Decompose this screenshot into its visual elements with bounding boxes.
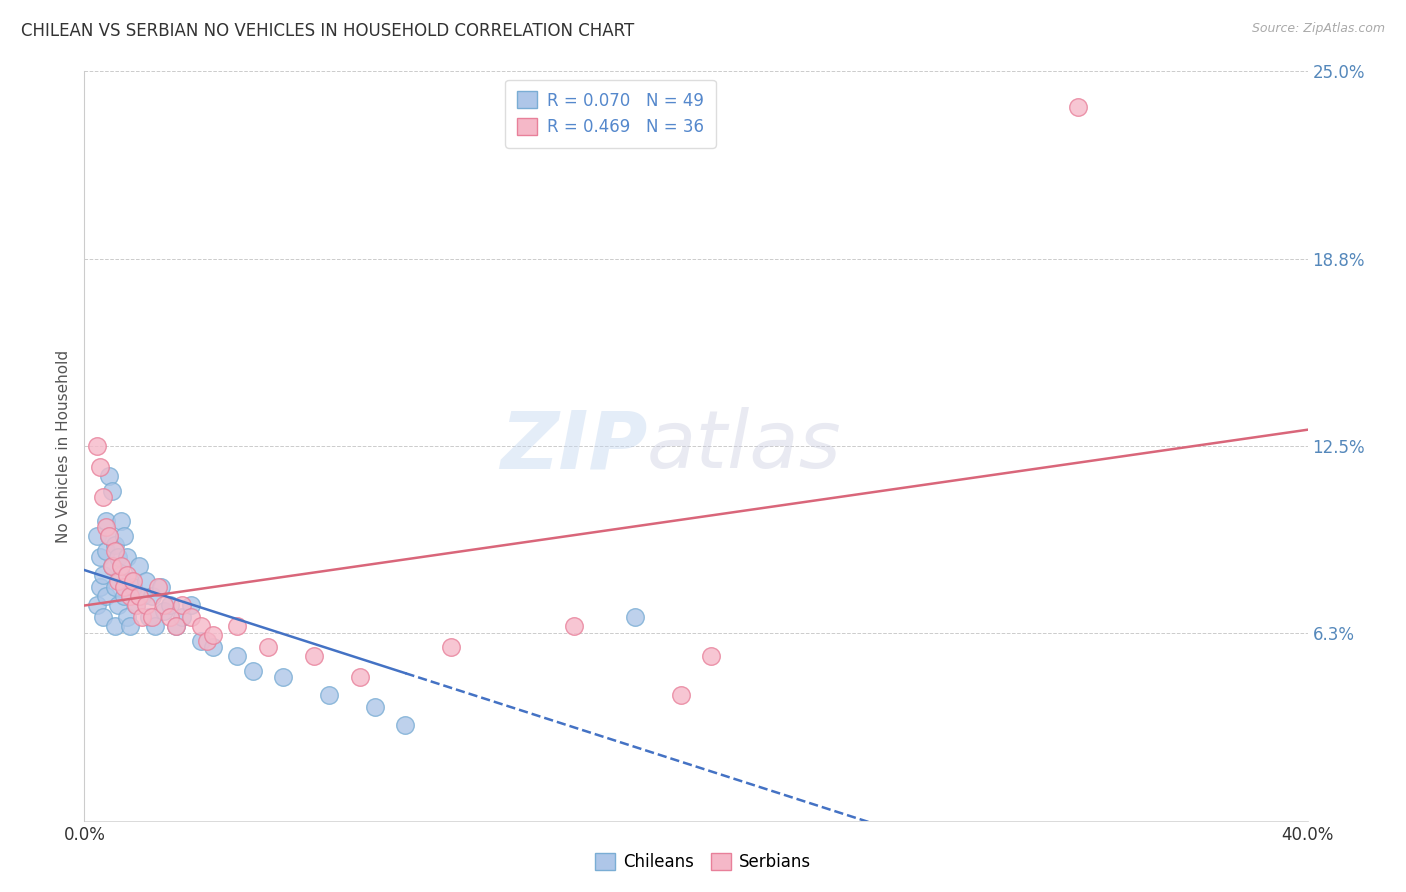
Point	[115, 610, 138, 624]
Point	[190, 619, 212, 633]
Point	[86, 598, 108, 612]
Point	[318, 688, 340, 702]
Point	[440, 640, 463, 654]
Point	[141, 589, 163, 603]
Point	[180, 598, 202, 612]
Point	[349, 670, 371, 684]
Point	[107, 598, 129, 612]
Point	[669, 688, 692, 702]
Point	[394, 717, 416, 731]
Point	[101, 483, 124, 498]
Point	[131, 589, 153, 603]
Point	[101, 558, 124, 573]
Point	[112, 529, 135, 543]
Point	[120, 589, 142, 603]
Text: ZIP: ZIP	[499, 407, 647, 485]
Point	[112, 589, 135, 603]
Point	[94, 544, 117, 558]
Point	[94, 589, 117, 603]
Point	[122, 580, 145, 594]
Point	[271, 670, 294, 684]
Point	[226, 648, 249, 663]
Point	[159, 598, 181, 612]
Point	[125, 598, 148, 612]
Point	[562, 619, 585, 633]
Point	[131, 610, 153, 624]
Point	[165, 619, 187, 633]
Point	[146, 580, 169, 594]
Point	[110, 514, 132, 528]
Point	[143, 619, 166, 633]
Point	[122, 574, 145, 588]
Point	[91, 490, 114, 504]
Legend: Chileans, Serbians: Chileans, Serbians	[586, 845, 820, 880]
Point	[91, 610, 114, 624]
Point	[97, 529, 120, 543]
Point	[120, 574, 142, 588]
Point	[190, 633, 212, 648]
Point	[135, 574, 157, 588]
Legend: R = 0.070   N = 49, R = 0.469   N = 36: R = 0.070 N = 49, R = 0.469 N = 36	[505, 79, 716, 148]
Point	[104, 544, 127, 558]
Point	[94, 520, 117, 534]
Point	[165, 619, 187, 633]
Point	[89, 549, 111, 564]
Point	[101, 558, 124, 573]
Point	[94, 514, 117, 528]
Point	[159, 610, 181, 624]
Point	[135, 598, 157, 612]
Point	[107, 549, 129, 564]
Point	[104, 580, 127, 594]
Point	[700, 648, 723, 663]
Point	[153, 598, 176, 612]
Point	[302, 648, 325, 663]
Y-axis label: No Vehicles in Household: No Vehicles in Household	[56, 350, 72, 542]
Text: CHILEAN VS SERBIAN NO VEHICLES IN HOUSEHOLD CORRELATION CHART: CHILEAN VS SERBIAN NO VEHICLES IN HOUSEH…	[21, 22, 634, 40]
Point	[107, 574, 129, 588]
Point	[86, 529, 108, 543]
Point	[104, 619, 127, 633]
Point	[112, 580, 135, 594]
Point	[180, 610, 202, 624]
Point	[141, 610, 163, 624]
Point	[128, 558, 150, 573]
Point	[172, 610, 194, 624]
Point	[125, 598, 148, 612]
Point	[89, 460, 111, 475]
Text: Source: ZipAtlas.com: Source: ZipAtlas.com	[1251, 22, 1385, 36]
Point	[226, 619, 249, 633]
Point	[86, 439, 108, 453]
Point	[624, 610, 647, 624]
Point	[91, 567, 114, 582]
Point	[97, 529, 120, 543]
Point	[172, 598, 194, 612]
Text: atlas: atlas	[647, 407, 842, 485]
Point	[104, 538, 127, 552]
Point	[120, 619, 142, 633]
Point	[153, 604, 176, 618]
Point	[201, 640, 224, 654]
Point	[149, 580, 172, 594]
Point	[97, 469, 120, 483]
Point	[1067, 100, 1090, 114]
Point	[257, 640, 280, 654]
Point	[195, 633, 218, 648]
Point	[242, 664, 264, 678]
Point	[115, 567, 138, 582]
Point	[110, 558, 132, 573]
Point	[128, 589, 150, 603]
Point	[201, 628, 224, 642]
Point	[89, 580, 111, 594]
Point	[110, 567, 132, 582]
Point	[364, 699, 387, 714]
Point	[138, 610, 160, 624]
Point	[115, 549, 138, 564]
